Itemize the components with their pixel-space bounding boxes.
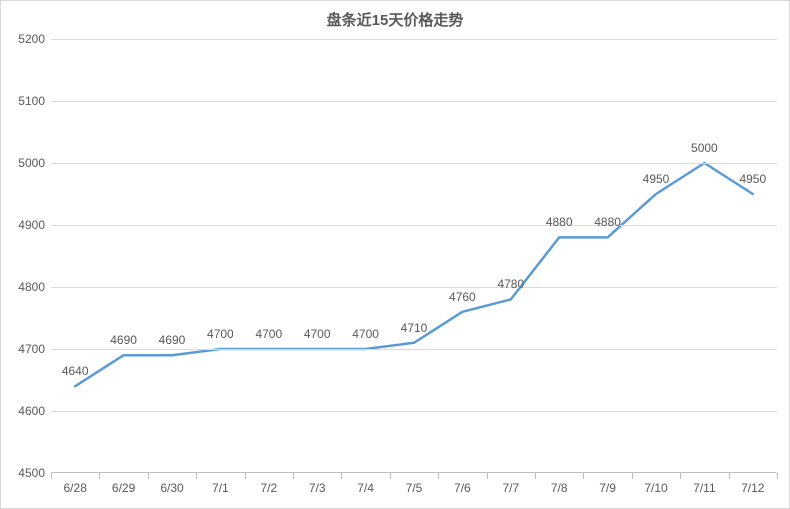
x-tick-label: 7/6: [454, 481, 471, 495]
gridline: [51, 39, 777, 40]
y-tick-label: 5000: [18, 156, 45, 170]
gridline: [51, 349, 777, 350]
data-label: 4880: [594, 215, 621, 229]
gridline: [51, 287, 777, 288]
chart-title: 盘条近15天价格走势: [1, 9, 789, 30]
x-axis: [51, 472, 777, 473]
y-tick-label: 5200: [18, 32, 45, 46]
x-tick: [777, 473, 778, 479]
data-label: 4700: [304, 327, 331, 341]
x-tick-label: 7/5: [406, 481, 423, 495]
x-tick-label: 7/12: [741, 481, 764, 495]
y-tick-label: 4900: [18, 218, 45, 232]
y-tick-label: 5100: [18, 94, 45, 108]
x-tick-label: 7/11: [693, 481, 715, 495]
x-tick: [245, 473, 246, 479]
x-tick: [583, 473, 584, 479]
gridline: [51, 411, 777, 412]
x-tick-label: 7/9: [599, 481, 616, 495]
x-tick-label: 7/3: [309, 481, 326, 495]
gridline: [51, 163, 777, 164]
data-label: 4640: [62, 364, 89, 378]
x-tick-label: 6/29: [112, 481, 135, 495]
x-tick: [51, 473, 52, 479]
x-tick: [293, 473, 294, 479]
x-tick-label: 6/28: [64, 481, 87, 495]
data-label: 5000: [691, 141, 718, 155]
x-tick: [487, 473, 488, 479]
x-tick: [729, 473, 730, 479]
x-tick: [196, 473, 197, 479]
data-label: 4690: [110, 333, 137, 347]
x-tick: [148, 473, 149, 479]
x-tick-label: 7/10: [644, 481, 667, 495]
data-label: 4700: [352, 327, 379, 341]
price-trend-chart: 盘条近15天价格走势 45004600470048004900500051005…: [0, 0, 790, 509]
data-label: 4690: [159, 333, 186, 347]
data-label: 4700: [255, 327, 282, 341]
line-series: [51, 39, 777, 473]
x-tick: [632, 473, 633, 479]
price-line: [75, 163, 753, 386]
x-tick-label: 7/1: [212, 481, 229, 495]
data-label: 4700: [207, 327, 234, 341]
y-tick-label: 4800: [18, 280, 45, 294]
x-tick-label: 7/4: [357, 481, 374, 495]
y-tick-label: 4500: [18, 466, 45, 480]
data-label: 4880: [546, 215, 573, 229]
x-tick: [680, 473, 681, 479]
x-tick: [390, 473, 391, 479]
gridline: [51, 101, 777, 102]
plot-area: 450046004700480049005000510052006/286/29…: [51, 39, 777, 473]
data-label: 4780: [497, 277, 524, 291]
y-tick-label: 4600: [18, 404, 45, 418]
x-tick-label: 6/30: [160, 481, 183, 495]
data-label: 4760: [449, 290, 476, 304]
x-tick: [535, 473, 536, 479]
data-label: 4950: [739, 172, 766, 186]
gridline: [51, 225, 777, 226]
x-tick-label: 7/8: [551, 481, 568, 495]
x-tick: [99, 473, 100, 479]
data-label: 4710: [401, 321, 428, 335]
x-tick-label: 7/2: [260, 481, 277, 495]
data-label: 4950: [643, 172, 670, 186]
y-tick-label: 4700: [18, 342, 45, 356]
x-tick: [438, 473, 439, 479]
x-tick: [341, 473, 342, 479]
x-tick-label: 7/7: [502, 481, 519, 495]
